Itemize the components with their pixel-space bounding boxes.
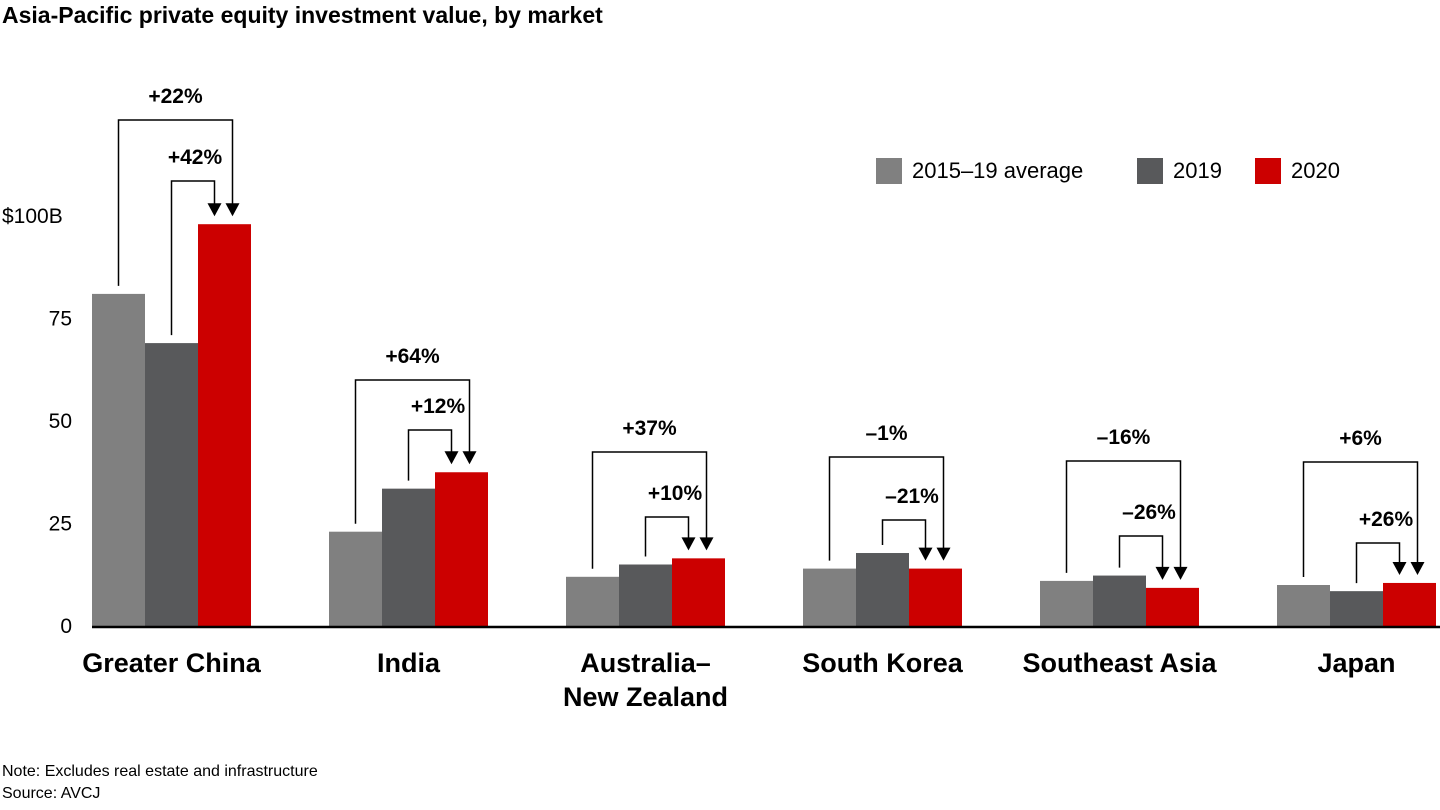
bracket-vs-2019 xyxy=(881,519,927,549)
legend-item-average: 2015–19 average xyxy=(876,158,1083,184)
bar-2019 xyxy=(382,488,435,626)
arrow-down-icon xyxy=(1173,566,1188,580)
arrow-down-icon xyxy=(681,537,696,551)
legend-swatch-2019 xyxy=(1137,158,1163,184)
annotation-vs-average: +6% xyxy=(1339,427,1382,450)
bar-2020 xyxy=(198,224,251,626)
bracket-vs-2019 xyxy=(170,180,216,336)
category-label: South Korea xyxy=(802,648,963,678)
annotation-vs-average: –1% xyxy=(865,422,907,445)
bracket-vs-average xyxy=(1065,460,1182,573)
bracket-vs-average xyxy=(1302,461,1419,577)
arrow-down-icon xyxy=(207,203,222,217)
legend-label-2019: 2019 xyxy=(1173,158,1222,183)
bar-2020 xyxy=(1146,587,1199,626)
bracket-vs-2019 xyxy=(1118,535,1164,568)
bar-2020 xyxy=(909,568,962,626)
bracket-vs-average xyxy=(828,456,945,561)
legend-item-2019: 2019 xyxy=(1137,158,1222,184)
chart-note: Note: Excludes real estate and infrastru… xyxy=(2,763,318,780)
bar-2020 xyxy=(435,472,488,626)
legend-label-average: 2015–19 average xyxy=(912,158,1084,183)
bar-average xyxy=(1040,580,1093,626)
y-tick-label: 25 xyxy=(49,513,72,536)
bracket-vs-average xyxy=(117,119,234,286)
bar-average xyxy=(566,576,619,626)
category-label: New Zealand xyxy=(563,682,728,712)
category-label: Southeast Asia xyxy=(1022,648,1217,678)
arrow-down-icon xyxy=(1155,566,1170,580)
bar-average xyxy=(92,293,145,626)
bracket-vs-average xyxy=(354,379,471,524)
y-tick-label: 0 xyxy=(60,615,72,638)
bar-2019 xyxy=(145,343,198,626)
annotation-vs-2019: –21% xyxy=(885,485,939,508)
category-label: Australia– xyxy=(580,648,711,678)
legend-swatch-average xyxy=(876,158,902,184)
annotation-vs-2019: +12% xyxy=(411,395,466,418)
bracket-vs-2019 xyxy=(644,516,690,557)
y-tick-label: 50 xyxy=(49,410,72,433)
bar-2019 xyxy=(856,553,909,626)
bracket-vs-2019 xyxy=(407,429,453,481)
annotation-vs-average: +37% xyxy=(622,417,677,440)
bracket-vs-2019 xyxy=(1355,542,1401,584)
arrow-down-icon xyxy=(462,451,477,465)
bar-2019 xyxy=(1093,575,1146,626)
arrow-down-icon xyxy=(1392,561,1407,575)
arrow-down-icon xyxy=(444,451,459,465)
annotation-vs-average: +22% xyxy=(148,85,203,108)
arrow-down-icon xyxy=(918,547,933,561)
bar-2019 xyxy=(619,564,672,626)
legend-item-2020: 2020 xyxy=(1255,158,1340,184)
chart-source: Source: AVCJ xyxy=(2,785,101,802)
bar-average xyxy=(1277,585,1330,626)
bracket-vs-average xyxy=(591,451,708,569)
annotation-vs-2019: +10% xyxy=(648,482,703,505)
arrow-down-icon xyxy=(225,203,240,217)
arrow-down-icon xyxy=(1410,561,1425,575)
bar-average xyxy=(803,568,856,626)
arrow-down-icon xyxy=(936,547,951,561)
chart-title: Asia-Pacific private equity investment v… xyxy=(2,2,603,28)
bar-2020 xyxy=(1383,582,1436,626)
arrow-down-icon xyxy=(699,537,714,551)
bar-2020 xyxy=(672,558,725,626)
bar-average xyxy=(329,531,382,626)
annotation-vs-average: +64% xyxy=(385,345,440,368)
y-tick-label: 75 xyxy=(49,308,72,331)
annotation-vs-average: –16% xyxy=(1097,426,1151,449)
legend-swatch-2020 xyxy=(1255,158,1281,184)
y-tick-label: $100B xyxy=(2,205,63,228)
legend-label-2020: 2020 xyxy=(1291,158,1340,183)
annotation-vs-2019: +42% xyxy=(168,146,223,169)
annotation-vs-2019: +26% xyxy=(1359,508,1414,531)
bar-2019 xyxy=(1330,591,1383,626)
annotation-vs-2019: –26% xyxy=(1122,501,1176,524)
category-label: Greater China xyxy=(82,648,262,678)
category-label: Japan xyxy=(1317,648,1395,678)
category-label: India xyxy=(377,648,441,678)
